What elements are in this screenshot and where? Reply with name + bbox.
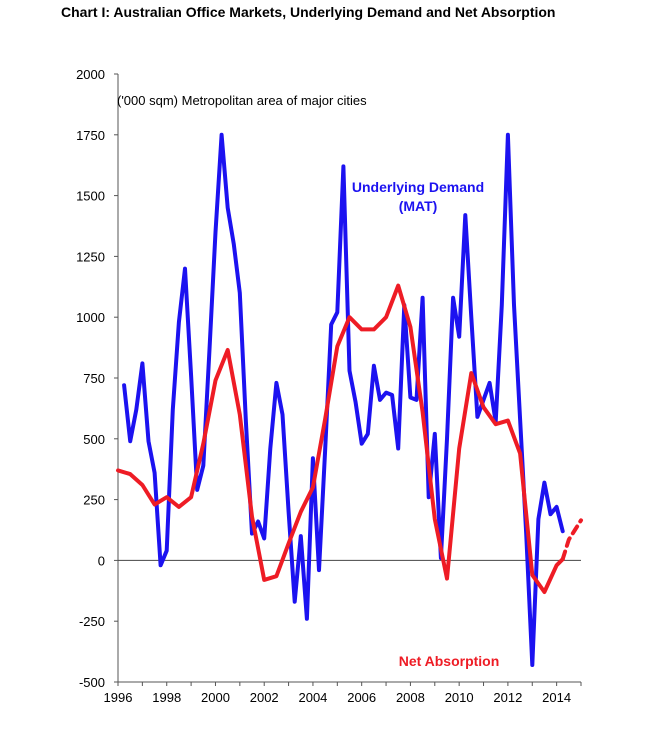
x-tick-label: 1998 [152, 690, 181, 705]
y-tick-label: 250 [83, 493, 105, 508]
x-tick-label: 1996 [104, 690, 133, 705]
series-line-underlying [122, 132, 565, 667]
y-tick-label: 500 [83, 432, 105, 447]
y-tick-label: 1500 [76, 189, 105, 204]
unit-note: ('000 sqm) Metropolitan area of major ci… [117, 93, 367, 108]
x-tick-label: 2014 [542, 690, 571, 705]
y-tick-label: 1250 [76, 249, 105, 264]
series-line-net [116, 283, 565, 594]
y-tick-label: 1750 [76, 128, 105, 143]
annotation-underlying: Underlying Demand [352, 179, 484, 195]
chart-title: Chart I: Australian Office Markets, Unde… [61, 4, 556, 20]
y-tick-label: 1000 [76, 310, 105, 325]
annotation-net: Net Absorption [399, 653, 500, 669]
x-tick-label: 2008 [396, 690, 425, 705]
x-tick-label: 2012 [493, 690, 522, 705]
x-tick-label: 2010 [445, 690, 474, 705]
annotation-underlying: (MAT) [399, 198, 438, 214]
x-tick-label: 2002 [250, 690, 279, 705]
x-tick-label: 2000 [201, 690, 230, 705]
y-tick-label: -500 [79, 675, 105, 690]
y-tick-label: -250 [79, 614, 105, 629]
series-line-net_forecast [560, 518, 583, 562]
y-tick-label: 0 [98, 553, 105, 568]
x-tick-label: 2006 [347, 690, 376, 705]
y-tick-label: 750 [83, 371, 105, 386]
x-tick-label: 2004 [298, 690, 327, 705]
y-tick-label: 2000 [76, 67, 105, 82]
